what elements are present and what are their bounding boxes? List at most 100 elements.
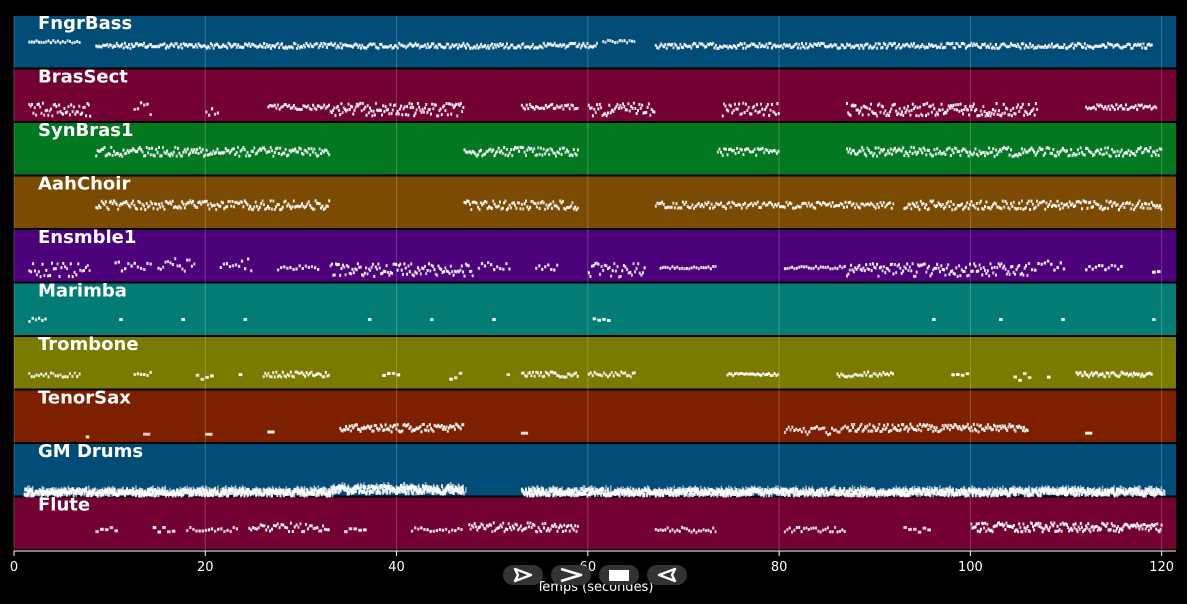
note [324,370,327,374]
note [559,488,562,493]
note [243,318,248,321]
note [1045,146,1048,150]
note [316,104,319,108]
note [1034,153,1037,157]
note [434,103,437,107]
note [336,263,339,267]
note [370,265,373,269]
note [64,375,67,379]
note [638,102,641,106]
note [941,424,944,427]
note [934,113,937,117]
note [591,114,594,118]
note [739,42,742,45]
note [1120,264,1123,268]
track-row-aahchoir [14,176,1176,228]
note [462,41,465,45]
note [854,206,856,210]
note [421,490,424,495]
note [742,46,745,50]
note [453,104,456,108]
note [205,148,208,152]
note [707,265,710,269]
note [289,45,291,49]
note [801,41,803,45]
note [377,262,380,266]
note [754,373,757,377]
note [915,201,918,205]
note-segment [28,39,81,45]
note [605,114,608,118]
note [614,269,617,273]
note [72,487,75,492]
note [939,150,941,154]
note [969,428,972,432]
note [1094,202,1097,206]
note [744,201,746,205]
note [347,44,350,48]
note [116,493,119,498]
note [435,44,437,48]
note [28,320,31,323]
note [442,105,444,109]
note [929,199,932,203]
note [299,204,302,208]
note [910,42,913,46]
note [793,267,796,271]
note [432,107,435,111]
note [893,263,896,266]
note [177,146,179,150]
note [296,491,299,496]
note [294,205,297,209]
note [313,374,316,378]
note [178,45,181,49]
note [227,148,230,152]
note [1003,111,1006,115]
note [970,269,973,273]
note [864,105,866,109]
note [339,426,342,430]
note [1117,267,1120,271]
note [568,205,571,209]
note [1023,46,1026,50]
note [401,489,404,494]
note [396,423,399,427]
note [849,200,852,204]
note [851,149,854,153]
note [1115,103,1118,107]
note [1141,46,1144,50]
note [299,371,302,375]
note [1086,373,1089,377]
note [611,40,614,43]
note [185,202,188,206]
note [783,42,786,46]
note [405,46,407,50]
note [181,46,184,50]
note [872,372,875,376]
note [997,109,1000,113]
note [218,45,221,49]
note [1031,109,1034,112]
note [310,44,313,48]
note [134,42,137,46]
note [1107,207,1109,210]
note [88,269,91,273]
note [459,102,462,105]
note [188,43,191,47]
note [418,105,421,109]
note [552,151,555,155]
note [755,103,758,107]
note [516,146,519,150]
note [829,432,832,436]
note [602,268,605,272]
note [59,492,62,497]
note [537,146,540,150]
note [114,201,117,204]
note [594,44,597,48]
note [311,207,314,211]
note [947,146,950,150]
note [773,43,776,47]
note [865,42,868,46]
note [836,430,839,434]
note [289,266,292,270]
